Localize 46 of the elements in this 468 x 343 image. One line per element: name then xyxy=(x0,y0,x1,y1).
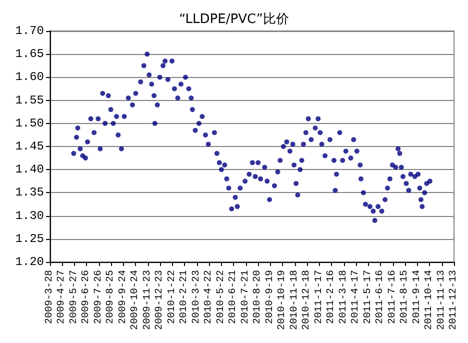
x-tick-label: 2011-3-18 xyxy=(338,270,350,324)
chart-title: “LLDPE/PVC”比价 xyxy=(178,12,290,27)
x-tick-label: 2011-7-16 xyxy=(387,270,398,324)
x-tick-label: 2009-9-24 xyxy=(118,270,129,324)
y-tick-label: 1.50 xyxy=(15,116,44,130)
x-tick-label: 2009-12-23 xyxy=(154,270,166,330)
x-tick-label: 2011-10-14 xyxy=(424,270,436,330)
y-tick-label: 1.45 xyxy=(15,140,44,154)
x-tick-label: 2010-7-21 xyxy=(240,270,252,324)
y-tick-label: 1.55 xyxy=(15,93,44,108)
x-tick-label: 2010-10-19 xyxy=(277,270,288,330)
x-tick-label: 2010-3-23 xyxy=(191,270,202,324)
x-tick-label: 2010-6-21 xyxy=(228,270,240,324)
x-tick-label: 2010-8-20 xyxy=(252,270,264,324)
x-tick-label: 2011-6-16 xyxy=(375,270,386,324)
x-tick-label: 2011-1-17 xyxy=(314,270,325,324)
x-tick-label: 2010-4-22 xyxy=(204,270,215,324)
x-tick-label: 2011-4-17 xyxy=(350,270,362,324)
x-tick-label: 2010-1-22 xyxy=(166,270,178,324)
y-tick-label: 1.25 xyxy=(15,232,44,246)
y-tick-label: 1.35 xyxy=(15,186,44,200)
y-tick-label: 1.65 xyxy=(15,47,44,62)
x-tick-label: 2009-7-26 xyxy=(93,270,104,324)
x-tick-label: 2011-9-14 xyxy=(412,270,423,324)
x-tick-label: 2009-3-28 xyxy=(44,270,56,324)
x-tick-label: 2010-11-18 xyxy=(289,270,300,330)
x-tick-label: 2009-5-27 xyxy=(68,270,80,324)
x-tick-label: 2010-12-18 xyxy=(302,270,313,330)
x-tick-label: 2010-9-19 xyxy=(264,270,276,324)
x-tick-label: 2011-11-13 xyxy=(436,270,448,330)
x-tick-label: 2011-2-16 xyxy=(326,270,338,324)
x-tick-label: 2011-5-17 xyxy=(362,270,374,324)
x-tick-label: 2009-11-23 xyxy=(142,270,154,330)
x-tick-label: 2010-5-22 xyxy=(216,270,227,324)
x-tick-label: 2010-2-21 xyxy=(179,270,190,324)
y-tick-label: 1.30 xyxy=(15,208,44,223)
x-tick-label: 2009-8-25 xyxy=(106,270,117,324)
y-tick-label: 1.20 xyxy=(15,255,44,269)
y-tick-label: 1.40 xyxy=(15,162,44,177)
x-tick-label: 2009-6-26 xyxy=(81,270,92,324)
y-tick-label: 1.60 xyxy=(15,70,44,84)
x-tick-label: 2011-8-15 xyxy=(400,270,411,324)
y-tick-label: 1.70 xyxy=(15,24,44,38)
x-tick-label: 2009-4-27 xyxy=(56,270,68,324)
x-tick-label: 2011-12-13 xyxy=(448,270,460,330)
x-tick-label: 2009-10-24 xyxy=(130,270,142,330)
